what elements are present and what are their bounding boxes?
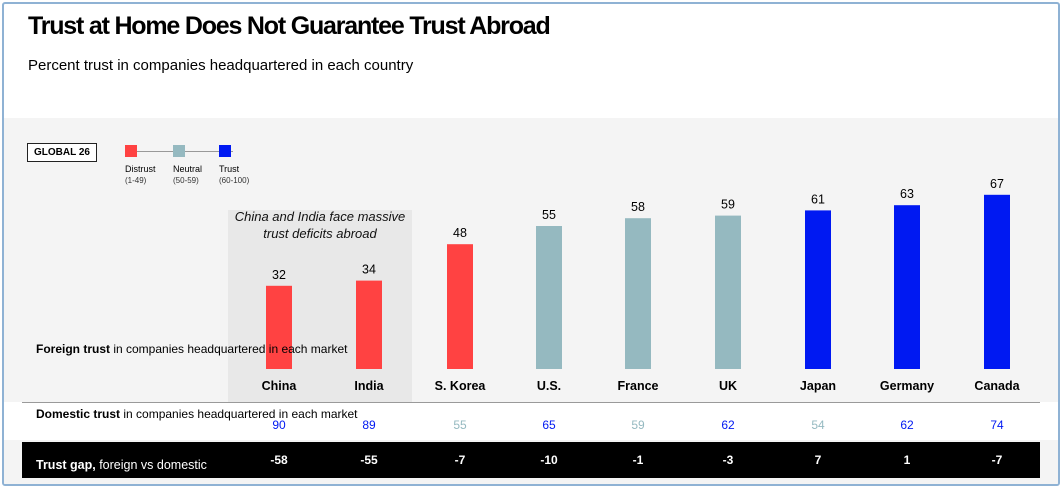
row-divider [22, 402, 1040, 403]
trust-gap-value: 1 [904, 453, 911, 467]
category-label: U.S. [537, 379, 561, 393]
legend-range-trust: (60-100) [219, 176, 250, 185]
bar-7 [894, 205, 920, 369]
trust-gap-value: -1 [633, 453, 644, 467]
chart-panel: 32 China 90 -58 34 India 89 -55 48 S. Korea 55 -7 55… [4, 118, 1058, 484]
bar-8 [984, 194, 1010, 369]
domestic-value: 89 [362, 418, 376, 432]
domestic-value: 55 [453, 418, 467, 432]
trust-gap-label: Trust gap, foreign vs domestic [36, 458, 207, 472]
legend-swatch-neutral [173, 145, 185, 157]
legend-label-neutral: Neutral [173, 164, 203, 174]
trust-gap-band [22, 442, 1040, 478]
category-label: UK [719, 379, 737, 393]
bar-value-label: 63 [900, 187, 914, 201]
domestic-trust-label-bold: Domestic trust [36, 407, 121, 421]
trust-gap-value: -7 [455, 453, 466, 467]
domestic-value: 74 [990, 418, 1004, 432]
trust-gap-value: -10 [540, 453, 558, 467]
bar-value-label: 58 [631, 200, 645, 214]
domestic-value: 65 [542, 418, 556, 432]
bar-value-label: 67 [990, 177, 1004, 191]
bar-value-label: 48 [453, 226, 467, 240]
china-india-annotation: China and India face massive trust defic… [234, 209, 406, 241]
domestic-trust-label-rest: in companies headquartered in each marke… [120, 407, 358, 421]
bar-value-label: 59 [721, 198, 735, 212]
domestic-trust-label: Domestic trust in companies headquartere… [36, 407, 358, 422]
chart-subtitle: Percent trust in companies headquartered… [28, 57, 414, 74]
legend-label-trust: Trust [219, 164, 240, 174]
category-label: France [618, 379, 659, 393]
domestic-value: 54 [811, 418, 825, 432]
bar-3 [536, 226, 562, 369]
bar-2 [447, 244, 473, 369]
legend-range-distrust: (1-49) [125, 176, 147, 185]
bar-value-label: 55 [542, 208, 556, 222]
bar-5 [715, 215, 741, 369]
global-badge: GLOBAL 26 [27, 143, 97, 162]
category-label: Germany [880, 379, 934, 393]
legend-swatch-trust [219, 145, 231, 157]
category-label: Canada [974, 379, 1020, 393]
foreign-trust-label: Foreign trust in companies headquartered… [36, 342, 347, 357]
trust-gap-label-bold: Trust gap, [36, 458, 96, 472]
category-label: India [354, 379, 384, 393]
category-label: China [262, 379, 298, 393]
bar-4 [625, 218, 651, 369]
trust-gap-value: -7 [992, 453, 1003, 467]
bar-0 [266, 285, 292, 369]
domestic-value: 59 [631, 418, 645, 432]
trust-gap-value: -55 [360, 453, 378, 467]
chart-title: Trust at Home Does Not Guarantee Trust A… [28, 12, 551, 40]
trust-gap-value: -3 [723, 453, 734, 467]
category-label: Japan [800, 379, 836, 393]
domestic-value: 90 [272, 418, 286, 432]
domestic-value: 62 [721, 418, 735, 432]
legend-range-neutral: (50-59) [173, 176, 199, 185]
bar-value-label: 34 [362, 263, 376, 277]
category-label: S. Korea [435, 379, 487, 393]
bar-6 [805, 210, 831, 369]
trust-gap-value: 7 [815, 453, 822, 467]
trust-gap-value: -58 [270, 453, 288, 467]
foreign-trust-label-bold: Foreign trust [36, 342, 110, 356]
bar-value-label: 61 [811, 192, 825, 206]
trust-gap-label-rest: foreign vs domestic [95, 458, 207, 472]
bar-value-label: 32 [272, 268, 286, 282]
domestic-value: 62 [900, 418, 914, 432]
foreign-trust-label-rest: in companies headquartered in each marke… [110, 342, 348, 356]
domestic-row-band [4, 402, 1058, 440]
legend-label-distrust: Distrust [125, 164, 156, 174]
legend-swatch-distrust [125, 145, 137, 157]
bar-chart: 32 China 90 -58 34 India 89 -55 48 S. Korea 55 -7 55… [4, 177, 1058, 478]
bar-1 [356, 280, 382, 369]
